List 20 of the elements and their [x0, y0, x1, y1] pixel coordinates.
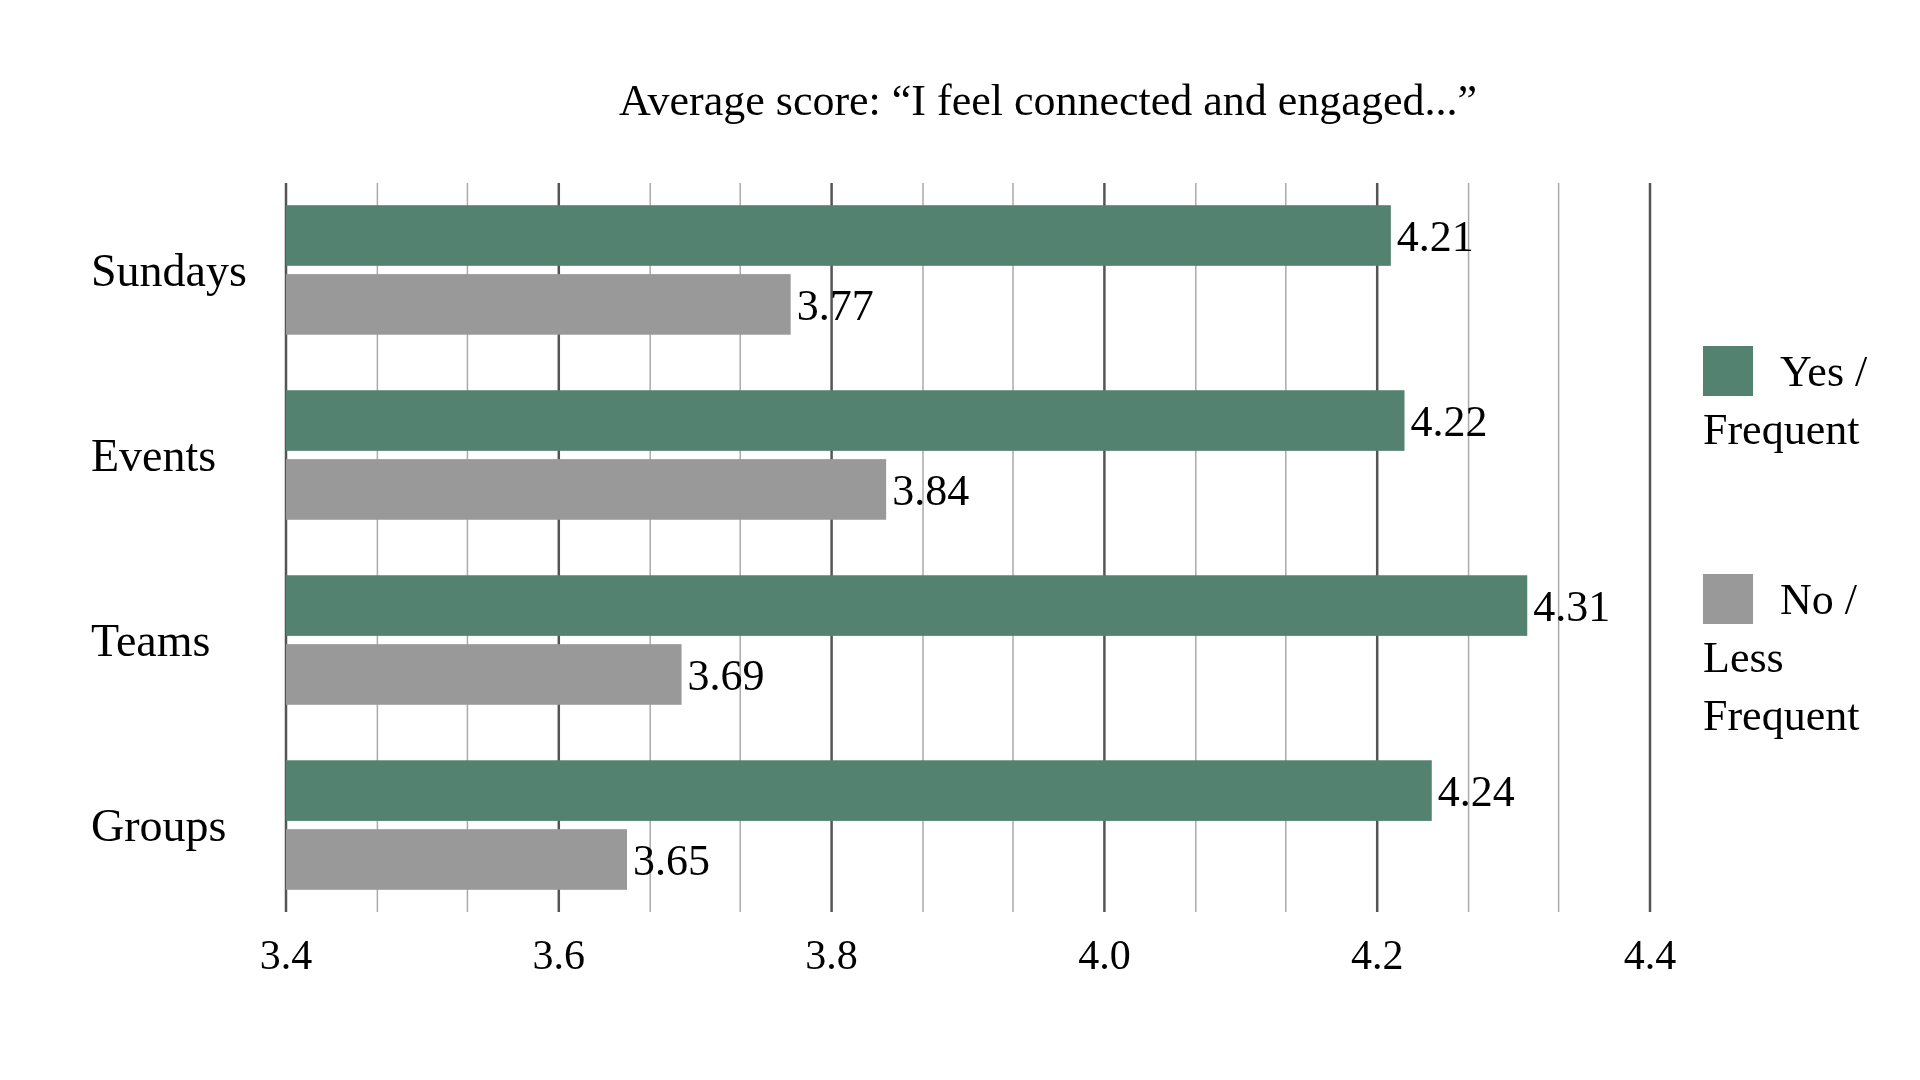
y-tick-label: Sundays: [91, 245, 247, 297]
data-label: 4.21: [1396, 211, 1474, 261]
x-tick-label: 4.2: [1350, 931, 1404, 978]
y-tick-label: Groups: [91, 800, 227, 852]
chart-title: Average score: “I feel connected and engaged...”: [619, 76, 1477, 126]
data-label: 4.24: [1437, 766, 1515, 816]
legend-label: Yes / Frequent: [1703, 347, 1869, 455]
data-label: 3.65: [633, 835, 710, 885]
data-label: 3.84: [892, 465, 970, 515]
legend-label: No / Less Frequent: [1703, 575, 1860, 741]
data-label: 3.69: [687, 650, 765, 700]
text: 4.0: [1078, 931, 1131, 978]
y-tick-label: Events: [91, 430, 217, 482]
x-tick-label: 4.4: [1623, 931, 1677, 978]
y-tick-label: Teams: [91, 615, 211, 667]
x-tick-label: 3.8: [805, 931, 858, 978]
x-tick-label: 3.6: [532, 931, 586, 978]
data-label: 4.22: [1410, 396, 1488, 446]
x-tick-label: 3.4: [259, 931, 313, 978]
data-label: 4.31: [1533, 581, 1611, 631]
